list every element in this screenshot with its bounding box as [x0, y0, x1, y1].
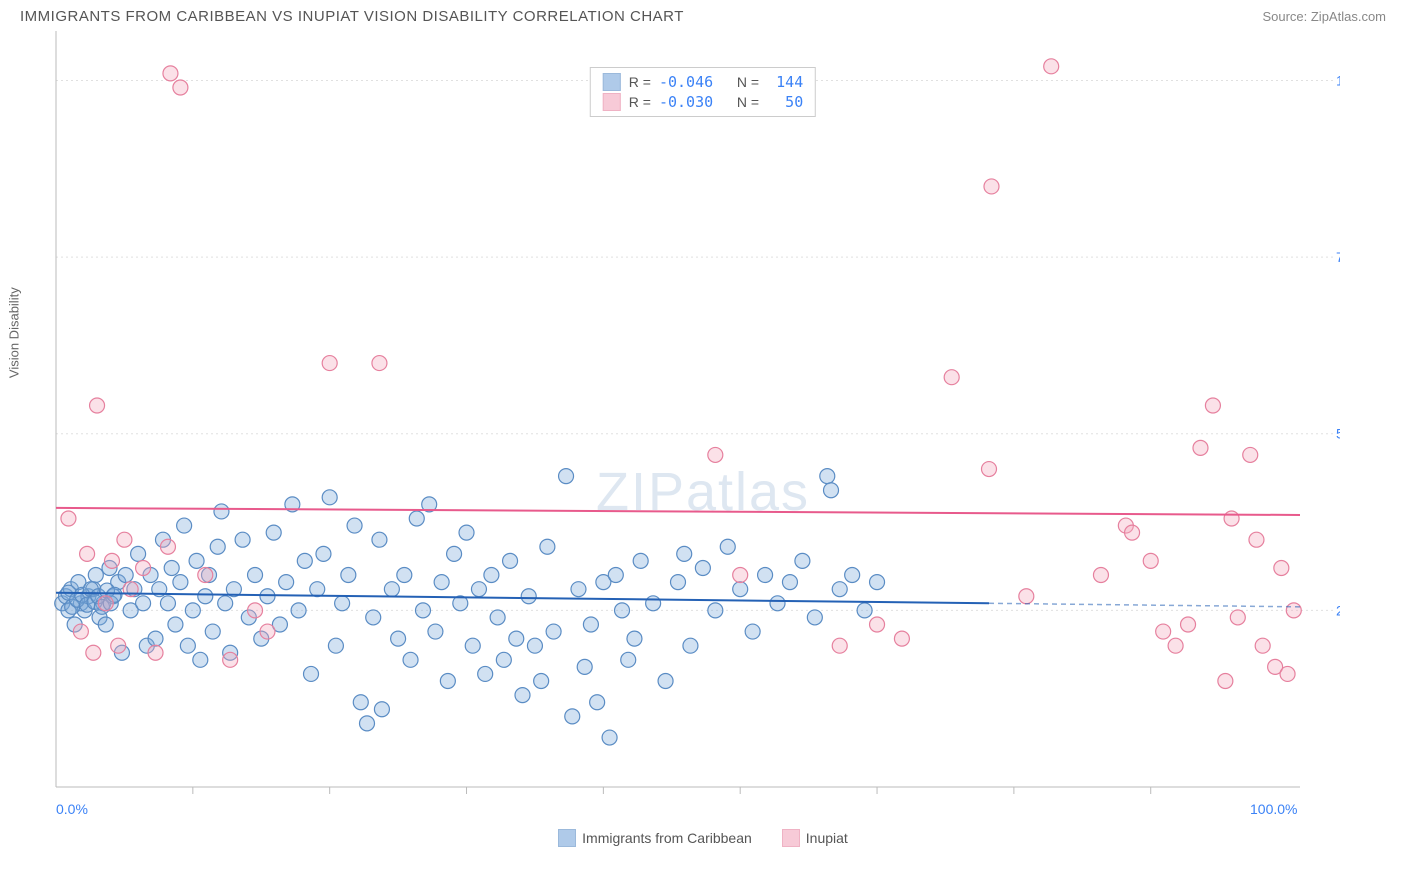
svg-text:7.5%: 7.5%: [1336, 249, 1340, 265]
chart-header: IMMIGRANTS FROM CARIBBEAN VS INUPIAT VIS…: [0, 0, 1406, 31]
legend-r-label: R =: [629, 74, 651, 90]
series-legend: Immigrants from Caribbean Inupiat: [0, 823, 1406, 847]
legend-n-value: 144: [767, 73, 803, 91]
legend-row: R = -0.030 N = 50: [591, 92, 815, 112]
legend-r-value: -0.030: [659, 93, 713, 111]
legend-n-value: 50: [767, 93, 803, 111]
legend-n-label: N =: [737, 94, 759, 110]
x-tick-label: 100.0%: [1250, 801, 1297, 817]
legend-row: R = -0.046 N = 144: [591, 72, 815, 92]
x-axis-labels: 0.0% 100.0%: [0, 801, 1406, 823]
legend-r-label: R =: [629, 94, 651, 110]
legend-swatch: [558, 829, 576, 847]
legend-r-value: -0.046: [659, 73, 713, 91]
correlation-legend: R = -0.046 N = 144 R = -0.030 N = 50: [590, 67, 816, 117]
svg-text:5.0%: 5.0%: [1336, 426, 1340, 442]
legend-item: Inupiat: [782, 829, 848, 847]
svg-text:10.0%: 10.0%: [1336, 72, 1340, 88]
y-axis-label: Vision Disability: [7, 287, 22, 378]
legend-n-label: N =: [737, 74, 759, 90]
source-attribution: Source: ZipAtlas.com: [1262, 9, 1386, 24]
x-tick-label: 0.0%: [56, 801, 88, 817]
legend-swatch: [603, 93, 621, 111]
legend-swatch: [603, 73, 621, 91]
chart-title: IMMIGRANTS FROM CARIBBEAN VS INUPIAT VIS…: [20, 8, 684, 25]
correlation-scatter-chart: 2.5% 5.0% 7.5% 10.0%: [20, 31, 1340, 801]
legend-item: Immigrants from Caribbean: [558, 829, 752, 847]
legend-label: Inupiat: [806, 830, 848, 846]
chart-container: Vision Disability 2.5%5.0%7.5%10.0% R =-…: [20, 31, 1386, 801]
legend-label: Immigrants from Caribbean: [582, 830, 752, 846]
legend-swatch: [782, 829, 800, 847]
svg-text:2.5%: 2.5%: [1336, 602, 1340, 618]
